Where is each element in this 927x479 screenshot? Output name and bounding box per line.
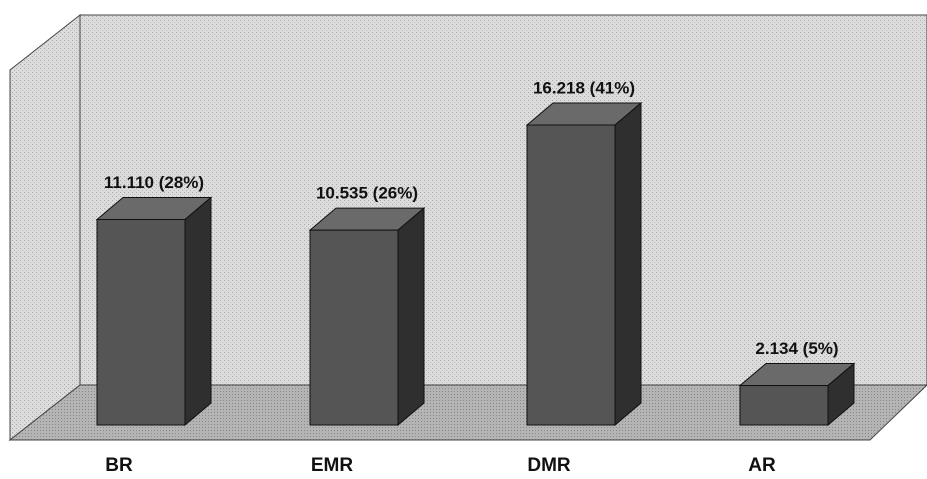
side-wall [9,13,81,442]
bar-side [397,207,425,427]
bar [739,385,829,426]
value-label: 11.110 (28%) [104,173,204,192]
bar [526,124,616,426]
bar [96,218,186,426]
bar [309,229,399,426]
bar-side [614,101,642,427]
x-tick-label: AR [748,455,776,476]
x-tick-label: BR [105,455,133,476]
x-tick-label: EMR [311,455,354,476]
value-label: 2.134 (5%) [755,339,838,358]
x-tick-label: DMR [527,455,571,476]
value-label: 10.535 (26%) [316,184,418,203]
floor [8,384,927,441]
bar-side [184,196,212,427]
value-label: 16.218 (41%) [533,78,635,97]
